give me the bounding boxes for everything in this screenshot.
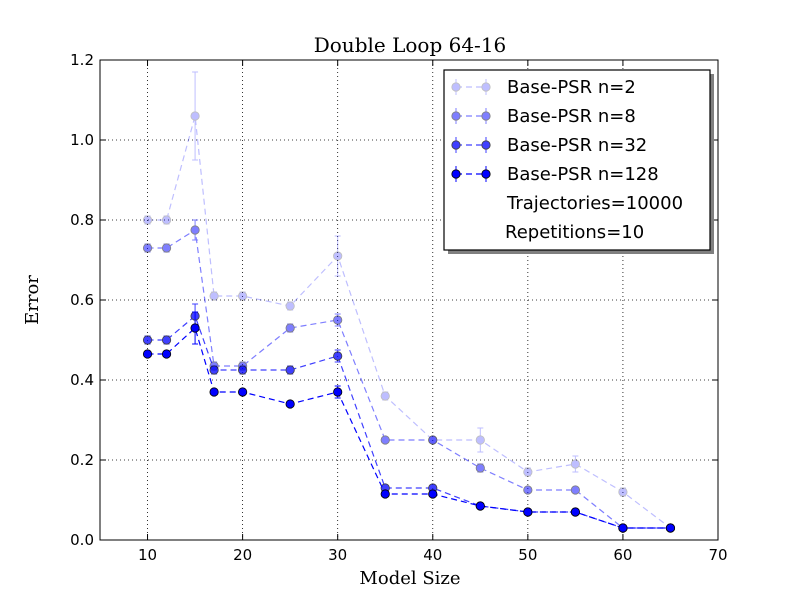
- data-point: [475, 463, 485, 473]
- legend-note: Repetitions=10: [505, 222, 644, 243]
- series-line: [147, 115, 671, 529]
- data-point: [618, 523, 628, 533]
- series-line: [147, 228, 671, 529]
- data-point: [333, 251, 343, 261]
- x-tick-label: 60: [613, 546, 632, 564]
- legend-marker: [451, 140, 461, 150]
- data-point: [333, 351, 343, 361]
- x-axis-label: Model Size: [359, 568, 460, 589]
- data-point: [570, 459, 580, 469]
- data-point: [380, 391, 390, 401]
- data-point: [190, 323, 200, 333]
- data-point: [190, 111, 200, 121]
- y-tick-label: 0.8: [70, 211, 94, 229]
- legend-label: Base-PSR n=128: [507, 164, 659, 185]
- data-point: [161, 243, 172, 253]
- series-4: [142, 311, 676, 533]
- data-point: [523, 507, 533, 517]
- x-tick-label: 30: [328, 546, 347, 564]
- data-point: [161, 349, 172, 359]
- axis-ticks: 10 20 30 40 50 60 70 0.0 0.2 0.4 0.6 0.8 1.0 1.2: [70, 51, 727, 564]
- data-point: [209, 365, 219, 375]
- data-point: [285, 399, 295, 409]
- y-tick-label: 1.2: [70, 51, 94, 69]
- legend-marker: [481, 169, 491, 179]
- data-point: [475, 501, 485, 511]
- data-point: [209, 291, 219, 301]
- x-tick-label: 10: [138, 546, 157, 564]
- data-point: [285, 301, 295, 311]
- data-point: [142, 335, 153, 345]
- series-layer: [142, 71, 676, 533]
- y-tick-label: 1.0: [70, 131, 94, 149]
- data-point: [380, 489, 390, 499]
- y-axis-label: Error: [22, 275, 43, 325]
- data-point: [475, 435, 485, 445]
- data-point: [428, 489, 438, 499]
- legend: Base-PSR n=2 Base-PSR n=8 Base-PSR n=32 Bas…: [443, 69, 714, 254]
- data-point: [142, 349, 153, 359]
- data-point: [523, 467, 533, 477]
- legend-handle: [451, 108, 491, 124]
- legend-marker: [451, 82, 461, 92]
- data-point: [142, 243, 153, 253]
- x-tick-label: 40: [423, 546, 442, 564]
- x-tick-label: 70: [708, 546, 727, 564]
- x-tick-label: 20: [233, 546, 252, 564]
- data-point: [570, 485, 580, 495]
- data-point: [333, 315, 343, 325]
- data-point: [428, 435, 438, 445]
- legend-handle: [451, 166, 491, 182]
- data-point: [161, 215, 172, 225]
- data-point: [142, 215, 153, 225]
- data-point: [380, 435, 390, 445]
- legend-marker: [481, 111, 491, 121]
- y-tick-label: 0.6: [70, 291, 94, 309]
- data-point: [285, 323, 295, 333]
- y-tick-label: 0.4: [70, 371, 94, 389]
- legend-label: Base-PSR n=2: [507, 77, 636, 98]
- legend-marker: [451, 111, 461, 121]
- legend-box: [443, 69, 711, 251]
- legend-handle: [451, 137, 491, 153]
- data-point: [523, 485, 533, 495]
- legend-label: Base-PSR n=32: [507, 135, 647, 156]
- x-tick-label: 50: [518, 546, 537, 564]
- legend-marker: [481, 82, 491, 92]
- chart-title: Double Loop 64-16: [314, 33, 507, 57]
- y-tick-label: 0.2: [70, 451, 94, 469]
- data-point: [161, 335, 172, 345]
- data-point: [618, 487, 628, 497]
- data-point: [238, 387, 248, 397]
- legend-marker: [451, 169, 461, 179]
- legend-note: Trajectories=10000: [506, 193, 683, 214]
- data-point: [665, 523, 676, 533]
- legend-marker: [481, 140, 491, 150]
- legend-handle: [451, 79, 491, 95]
- y-tick-label: 0.0: [70, 531, 94, 549]
- data-point: [333, 387, 343, 397]
- data-point: [238, 291, 248, 301]
- data-point: [209, 387, 219, 397]
- data-point: [190, 225, 200, 235]
- data-point: [238, 365, 248, 375]
- data-point: [570, 507, 580, 517]
- legend-label: Base-PSR n=8: [507, 106, 636, 127]
- data-point: [285, 365, 295, 375]
